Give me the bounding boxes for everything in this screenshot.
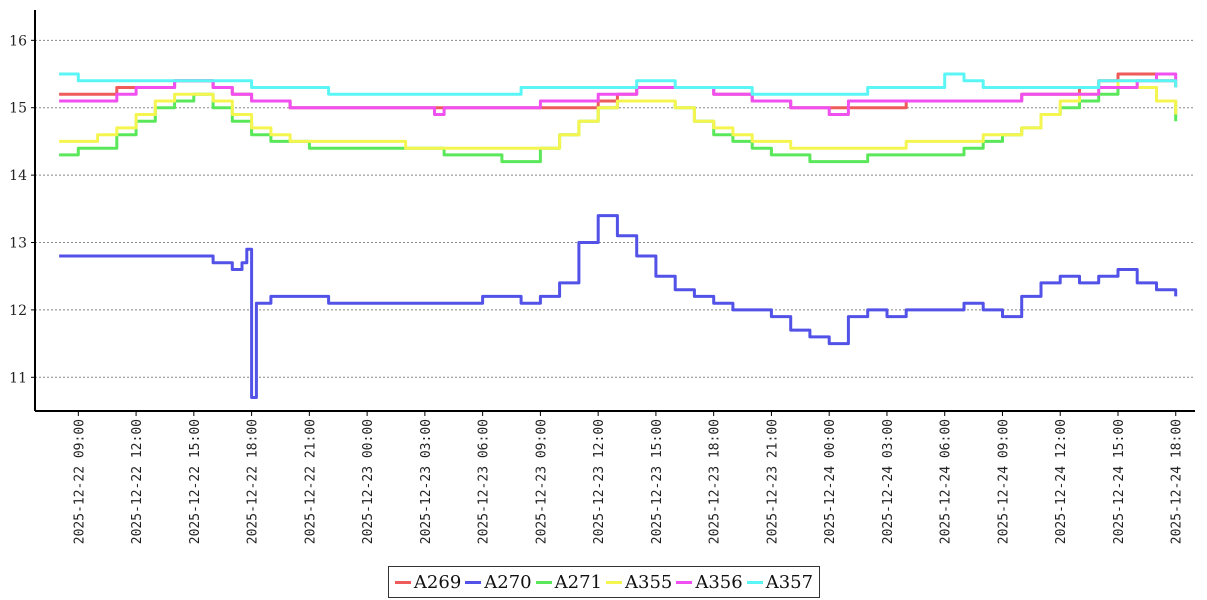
x-tick-label: 2025-12-22 15:00 — [188, 419, 203, 544]
x-tick-label: 2025-12-23 18:00 — [708, 419, 723, 544]
x-ticks: 2025-12-22 09:00 2025-12-22 12:00 2025-12-… — [72, 411, 1185, 544]
x-tick-label: 2025-12-23 15:00 — [650, 419, 665, 544]
x-tick-label: 2025-12-24 09:00 — [996, 419, 1011, 544]
series-line-a270 — [59, 214, 1178, 399]
x-tick-label: 2025-12-24 00:00 — [823, 419, 838, 544]
legend-item-a270: A270 — [465, 571, 532, 593]
y-tick-label: 15 — [9, 101, 27, 117]
legend-label: A357 — [765, 571, 814, 593]
x-tick-label: 2025-12-22 18:00 — [246, 419, 261, 544]
y-tick-label: 16 — [9, 33, 27, 49]
axes — [34, 10, 1195, 412]
x-tick-label: 2025-12-23 12:00 — [592, 419, 607, 544]
gridlines — [35, 39, 1195, 378]
legend-swatch — [606, 580, 622, 584]
y-ticks: 11 12 13 14 15 16 — [9, 33, 35, 386]
x-tick-label: 2025-12-22 12:00 — [130, 419, 145, 544]
legend-swatch — [394, 580, 411, 584]
legend-swatch — [465, 580, 482, 584]
x-tick-label: 2025-12-23 06:00 — [477, 419, 492, 544]
legend-label: A355 — [625, 571, 673, 593]
x-tick-label: 2025-12-23 09:00 — [534, 419, 549, 544]
x-tick-label: 2025-12-24 18:00 — [1170, 419, 1185, 544]
x-tick-label: 2025-12-23 00:00 — [361, 419, 376, 544]
legend-label: A271 — [554, 571, 602, 593]
x-tick-label: 2025-12-23 21:00 — [765, 419, 780, 544]
series-line-a355 — [59, 79, 1178, 150]
x-tick-label: 2025-12-24 15:00 — [1112, 419, 1127, 544]
series-line-a357 — [59, 72, 1178, 96]
legend: A269 A270 A271 A355 A356 A357 — [388, 566, 820, 598]
legend-label: A270 — [484, 571, 532, 593]
legend-item-a355: A355 — [606, 572, 672, 593]
x-tick-label: 2025-12-22 21:00 — [303, 419, 318, 544]
y-tick-label: 12 — [9, 303, 27, 319]
x-tick-label: 2025-12-24 06:00 — [939, 419, 954, 544]
legend-swatch — [676, 580, 693, 584]
legend-label: A269 — [413, 571, 462, 593]
legend-item-a271: A271 — [535, 571, 602, 593]
legend-swatch — [535, 580, 552, 584]
legend-item-a356: A356 — [676, 571, 743, 593]
y-tick-label: 13 — [9, 236, 27, 252]
x-tick-label: 2025-12-22 09:00 — [72, 419, 87, 544]
x-tick-label: 2025-12-24 03:00 — [881, 419, 896, 544]
x-tick-label: 2025-12-24 12:00 — [1054, 419, 1069, 544]
y-tick-label: 14 — [9, 168, 27, 184]
legend-swatch — [746, 580, 763, 584]
x-tick-label: 2025-12-23 03:00 — [419, 419, 434, 544]
legend-item-a357: A357 — [746, 571, 814, 593]
legend-label: A356 — [695, 571, 743, 593]
series-lines — [59, 72, 1178, 399]
legend-item-a269: A269 — [394, 571, 462, 593]
y-tick-label: 11 — [9, 370, 27, 386]
